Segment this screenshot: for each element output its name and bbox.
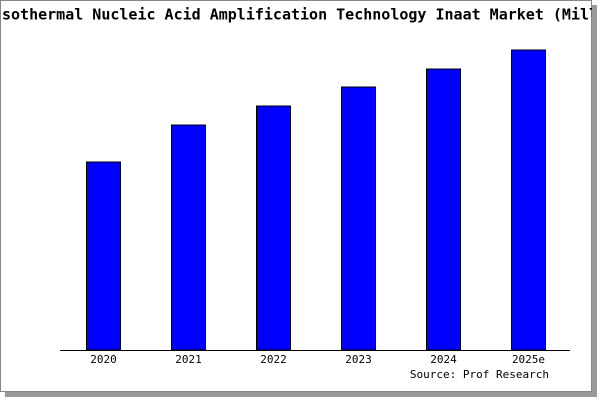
bar: [341, 86, 376, 351]
x-tick-label: 2023: [345, 353, 372, 366]
bar: [426, 68, 461, 351]
x-tick-label: 2022: [260, 353, 287, 366]
bar: [171, 124, 206, 351]
x-tick-label: 2025e: [512, 353, 545, 366]
x-tick-label: 2024: [430, 353, 457, 366]
bar: [256, 105, 291, 351]
bar: [86, 161, 121, 351]
x-tick-label: 2020: [90, 353, 117, 366]
x-tick-label: 2021: [175, 353, 202, 366]
source-note: Source: Prof Research: [410, 368, 549, 381]
bar: [511, 49, 546, 351]
chart-title: sothermal Nucleic Acid Amplification Tec…: [2, 6, 598, 24]
